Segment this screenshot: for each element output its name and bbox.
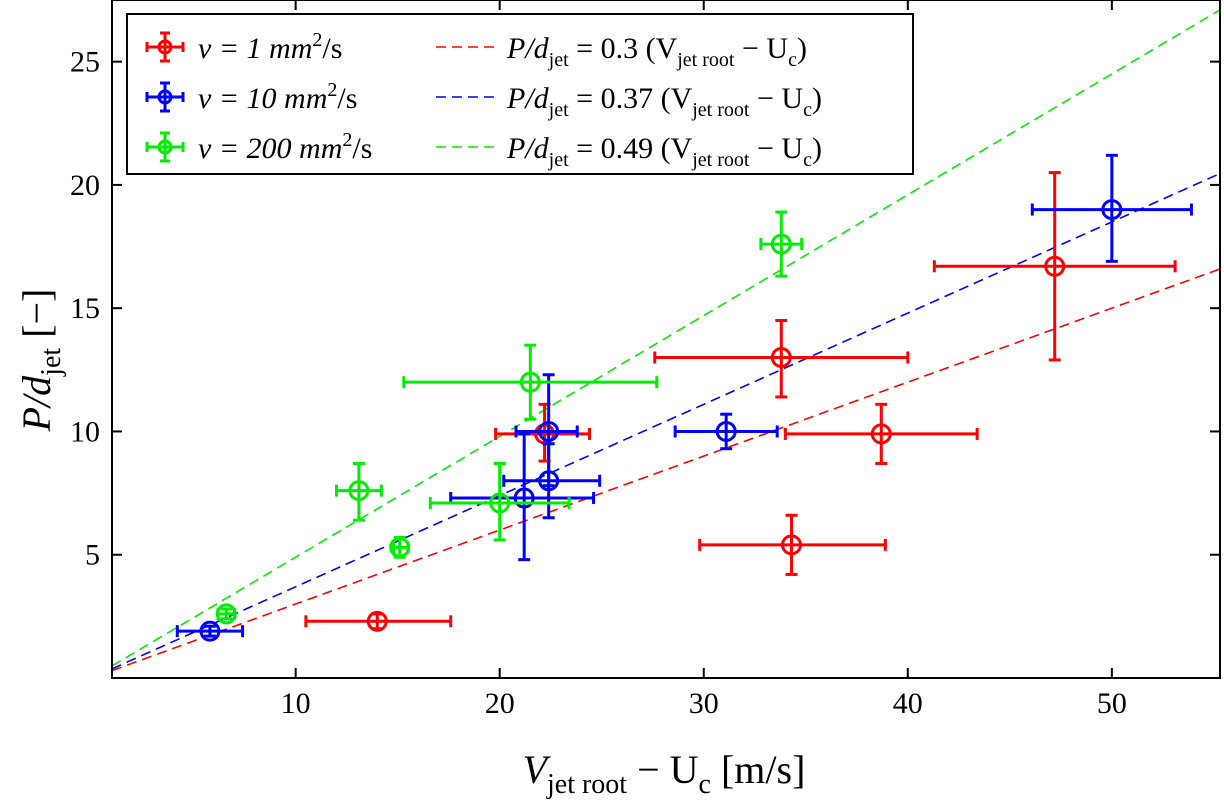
legend-point-marker bbox=[157, 89, 173, 105]
legend-box bbox=[126, 13, 914, 175]
y-tick-label: 20 bbox=[70, 169, 100, 202]
point-marker bbox=[780, 534, 802, 556]
data-point-series-3 bbox=[428, 462, 571, 542]
data-point-series-2 bbox=[502, 442, 602, 520]
point-marker bbox=[1044, 255, 1066, 277]
data-point-series-2 bbox=[514, 373, 579, 488]
legend: ν = 1 mm2/s ν = 10 mm2/s ν = 200 mm2/s P… bbox=[126, 13, 914, 175]
y-tick-label: 25 bbox=[70, 46, 100, 79]
fit-line-series-3 bbox=[112, 9, 1220, 667]
data-point-series-1 bbox=[932, 171, 1177, 362]
x-axis-label: Vjet root − Uc [m/s] bbox=[523, 747, 806, 800]
x-tick-label: 20 bbox=[485, 687, 515, 720]
legend-label-fit-2: P/djet = 0.37 (Vjet root − Uc) bbox=[506, 82, 822, 121]
y-tick-label: 5 bbox=[85, 539, 100, 572]
point-marker bbox=[519, 371, 541, 393]
legend-label-series-1: ν = 1 mm2/s bbox=[198, 29, 342, 65]
point-marker bbox=[770, 346, 792, 368]
legend-marker-series-1 bbox=[145, 31, 185, 63]
x-axis-ticks: 10 20 30 40 50 bbox=[281, 0, 1127, 720]
point-marker bbox=[770, 233, 792, 255]
point-marker bbox=[513, 487, 535, 509]
legend-label-series-3: ν = 200 mm2/s bbox=[198, 129, 372, 165]
data-point-series-1 bbox=[653, 319, 910, 399]
point-marker bbox=[715, 420, 737, 442]
legend-marker-series-3 bbox=[145, 131, 185, 163]
y-tick-label: 15 bbox=[70, 292, 100, 325]
data-point-series-2 bbox=[673, 412, 779, 451]
fit-lines bbox=[112, 9, 1220, 672]
legend-point-marker bbox=[157, 139, 173, 155]
point-marker bbox=[489, 492, 511, 514]
x-tick-label: 10 bbox=[281, 687, 311, 720]
data-point-series-1 bbox=[304, 610, 453, 632]
legend-marker-series-2 bbox=[145, 81, 185, 113]
data-point-series-3 bbox=[389, 535, 411, 559]
y-axis-ticks: 5 10 15 20 25 bbox=[70, 46, 1220, 572]
point-marker bbox=[366, 610, 388, 632]
y-axis-label: P/djet [−] bbox=[14, 289, 67, 433]
point-marker bbox=[348, 480, 370, 502]
data-point-series-3 bbox=[334, 462, 383, 522]
data-point-series-3 bbox=[759, 210, 804, 278]
point-marker bbox=[389, 536, 411, 558]
fit-line-series-2 bbox=[112, 172, 1220, 670]
plot-frame bbox=[111, 0, 1221, 679]
x-tick-label: 40 bbox=[893, 687, 923, 720]
data-point-series-2 bbox=[175, 620, 245, 642]
data-point-series-1 bbox=[698, 513, 887, 576]
point-marker bbox=[199, 620, 221, 642]
point-marker bbox=[215, 603, 237, 625]
legend-label-fit-1: P/djet = 0.3 (Vjet root − Uc) bbox=[506, 32, 807, 71]
x-tick-label: 50 bbox=[1097, 687, 1127, 720]
data-point-series-3 bbox=[215, 603, 237, 625]
legend-label-fit-3: P/djet = 0.49 (Vjet root − Uc) bbox=[506, 132, 822, 171]
y-tick-label: 10 bbox=[70, 415, 100, 448]
legend-point-marker bbox=[157, 39, 173, 55]
data-point-series-2 bbox=[1030, 153, 1193, 263]
point-marker bbox=[870, 423, 892, 445]
fit-line-series-1 bbox=[112, 268, 1220, 672]
x-tick-label: 30 bbox=[689, 687, 719, 720]
legend-label-series-2: ν = 10 mm2/s bbox=[198, 79, 357, 115]
data-markers bbox=[175, 153, 1193, 642]
point-marker bbox=[538, 420, 560, 442]
data-point-series-1 bbox=[783, 402, 979, 466]
point-marker bbox=[1101, 199, 1123, 221]
data-point-series-3 bbox=[402, 343, 659, 421]
